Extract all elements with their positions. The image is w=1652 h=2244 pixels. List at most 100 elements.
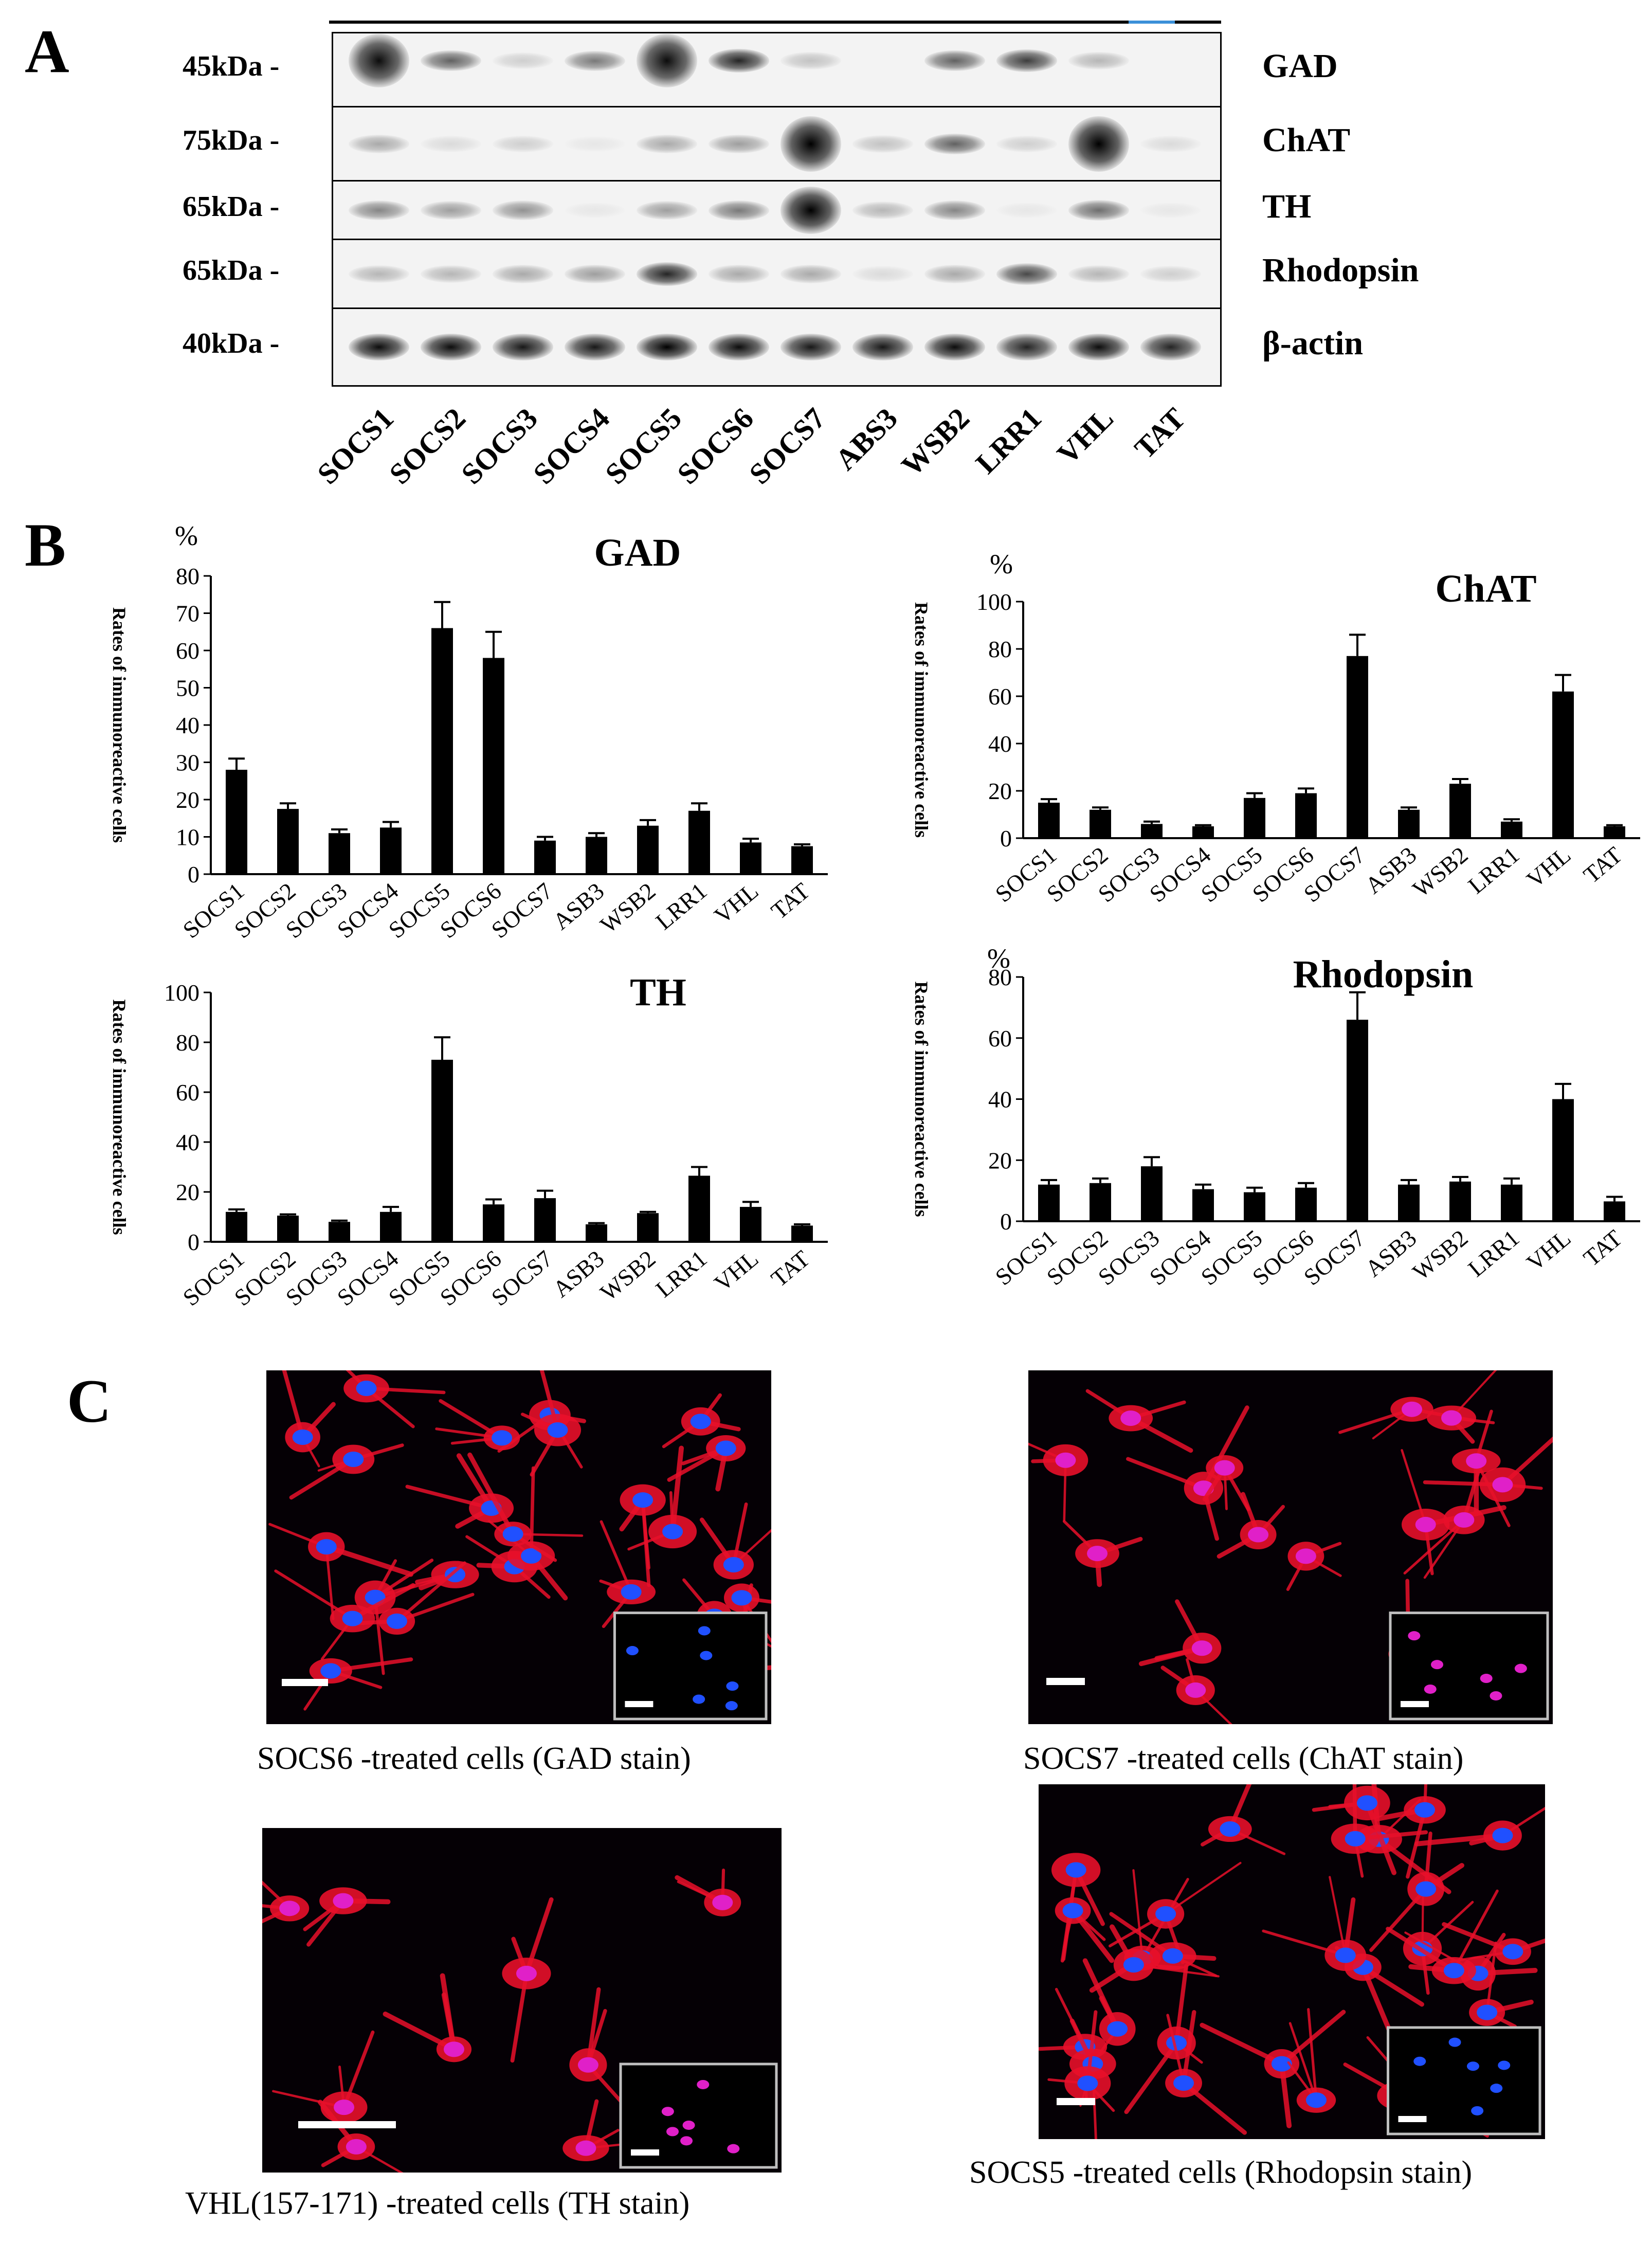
blot-band	[709, 49, 769, 73]
bar	[1192, 826, 1214, 838]
inset-nucleus	[1413, 2056, 1426, 2066]
cell	[488, 1466, 568, 1601]
y-unit-label: %	[990, 549, 1013, 580]
inset-nucleus	[666, 2127, 679, 2137]
inset-nucleus	[1448, 2037, 1461, 2047]
cell	[1262, 1876, 1367, 1971]
inset-nucleus	[693, 1694, 705, 1704]
bar	[1038, 1184, 1060, 1221]
gad-bar-chart: 01020304050607080SOCS1SOCS2SOCS3SOCS4SOC…	[109, 524, 828, 943]
cell	[675, 1868, 741, 1916]
cell	[1331, 1784, 1428, 1878]
bar	[380, 827, 402, 874]
y-tick-label: 70	[176, 601, 199, 627]
blot-band	[1140, 265, 1201, 283]
blot-protein-label: TH	[1262, 188, 1312, 225]
bar	[431, 1059, 453, 1242]
inset-nucleus	[680, 2136, 693, 2146]
bar	[1347, 1020, 1368, 1221]
inset-nucleus	[727, 2144, 740, 2153]
blot-band	[637, 334, 697, 360]
inset-nucleus	[726, 1681, 739, 1691]
cell	[502, 1897, 554, 2063]
inset-nucleus	[698, 1626, 711, 1636]
micrograph-caption: SOCS7 -treated cells (ChAT stain)	[1023, 1741, 1464, 1776]
y-tick-label: 40	[988, 1087, 1012, 1113]
cell	[1427, 1370, 1497, 1444]
inset-nucleus	[1498, 2060, 1511, 2070]
inset-nucleus	[661, 2107, 674, 2116]
x-tick-label: TAT	[1578, 842, 1627, 889]
blot-band	[709, 265, 769, 283]
blot-band	[852, 201, 913, 220]
y-tick-label: 20	[988, 1147, 1012, 1173]
cell	[1403, 1454, 1485, 1579]
bar	[534, 840, 556, 874]
y-unit-label: %	[175, 524, 198, 551]
bar	[1398, 1184, 1420, 1221]
x-tick-label: ASB3	[1360, 1225, 1421, 1282]
blot-marker-label: 65kDa -	[183, 191, 280, 223]
micrograph-image	[268, 1370, 771, 1721]
bar	[586, 1224, 607, 1242]
cell	[1055, 1897, 1114, 1963]
inset-scale-bar	[1398, 2116, 1427, 2122]
micrograph-caption: SOCS6 -treated cells (GAD stain)	[257, 1741, 691, 1776]
blot-marker-label: 40kDa -	[183, 328, 280, 359]
x-tick-label: LRR1	[1463, 842, 1524, 899]
chart-title: TH	[630, 971, 686, 1014]
blot-top-line	[329, 21, 1221, 24]
y-tick-label: 100	[164, 980, 199, 1006]
cell	[1217, 1492, 1285, 1559]
blot-band	[709, 200, 769, 221]
y-tick-label: 0	[1000, 1208, 1012, 1235]
cell	[383, 1973, 472, 2062]
inset-nucleus	[1424, 1684, 1437, 1694]
bar	[1090, 1183, 1111, 1221]
inset-nucleus	[697, 2079, 710, 2089]
cell	[354, 1559, 434, 1675]
cell	[1165, 2010, 1247, 2135]
blot-band	[1068, 116, 1129, 172]
inset-nucleus	[1430, 1660, 1443, 1670]
bar	[483, 658, 504, 874]
blot-band	[1068, 334, 1129, 360]
blot-band	[493, 265, 553, 283]
blot-band	[709, 134, 769, 154]
blot-band	[637, 33, 697, 88]
cell	[262, 1880, 310, 1924]
y-tick-label: 40	[988, 731, 1012, 757]
bar	[791, 1225, 813, 1242]
cell	[1202, 1455, 1250, 1511]
blot-band	[637, 262, 697, 286]
blot-band	[924, 133, 985, 155]
blot-protein-label: β-actin	[1262, 324, 1364, 362]
y-tick-label: 10	[176, 824, 199, 850]
chart-title: Rhodopsin	[1293, 953, 1474, 996]
y-axis-label: Rates of immunoreactive cells	[109, 607, 130, 843]
cell	[1286, 1542, 1342, 1591]
x-tick-label: LRR1	[650, 1245, 712, 1302]
scale-bar	[298, 2121, 396, 2128]
blot-band	[1068, 51, 1129, 70]
bar	[1038, 803, 1060, 838]
cell	[627, 1445, 697, 1551]
y-tick-label: 80	[176, 563, 199, 589]
cell	[289, 1443, 404, 1500]
inset-nucleus	[700, 1651, 713, 1660]
x-tick-label: ASB3	[548, 878, 609, 935]
y-axis-label: Rates of immunoreactive cells	[109, 999, 130, 1235]
bar	[1398, 809, 1420, 838]
cell	[282, 1370, 336, 1468]
blot-band	[996, 202, 1057, 219]
inset-nucleus	[682, 2120, 695, 2130]
cell	[274, 1569, 415, 1660]
blot-band	[780, 116, 841, 172]
y-tick-label: 0	[188, 861, 199, 888]
cell	[1369, 1831, 1464, 1952]
cell	[1200, 2010, 1346, 2128]
bar	[1552, 1099, 1574, 1221]
blot-band	[780, 265, 841, 283]
chart-title: GAD	[594, 531, 681, 574]
bar	[1449, 784, 1471, 838]
